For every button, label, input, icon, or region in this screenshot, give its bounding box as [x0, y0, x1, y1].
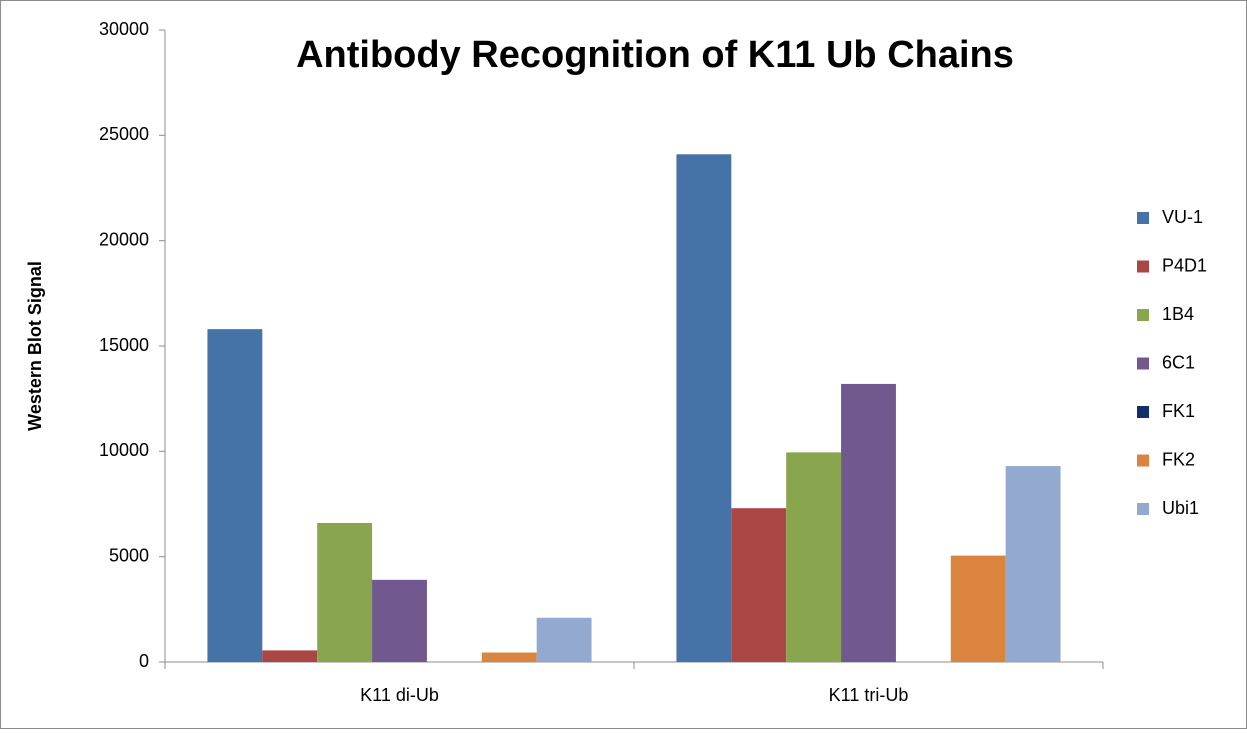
legend-label: P4D1: [1162, 255, 1207, 275]
bar: [1005, 466, 1061, 662]
legend-swatch: [1137, 260, 1149, 273]
bar: [536, 617, 592, 662]
legend-label: FK2: [1162, 449, 1195, 469]
x-tick-label: K11 di-Ub: [360, 685, 439, 705]
legend-label: VU-1: [1162, 207, 1203, 227]
y-tick-label: 15000: [99, 335, 149, 355]
legend-label: 6C1: [1162, 352, 1195, 372]
chart-title: Antibody Recognition of K11 Ub Chains: [296, 34, 1014, 76]
bar: [317, 522, 373, 662]
legend-label: 1B4: [1162, 304, 1194, 324]
y-tick-label: 0: [139, 651, 149, 671]
y-tick-label: 5000: [109, 545, 149, 565]
bar: [786, 452, 842, 662]
y-tick-label: 30000: [99, 19, 149, 39]
x-tick-label: K11 tri-Ub: [829, 685, 909, 705]
y-axis-title: Western Blot Signal: [25, 261, 45, 431]
bar: [950, 555, 1006, 662]
legend-swatch: [1137, 309, 1149, 321]
legend-swatch: [1137, 406, 1149, 418]
bar: [262, 650, 318, 662]
y-tick-label: 20000: [99, 229, 149, 249]
legend-label: Ubi1: [1162, 498, 1199, 518]
bar: [481, 652, 537, 662]
legend-swatch: [1137, 212, 1149, 224]
legend-swatch: [1137, 357, 1149, 370]
y-tick-label: 25000: [99, 124, 149, 144]
legend-swatch: [1137, 503, 1149, 515]
bar: [731, 508, 787, 662]
legend-swatch: [1137, 454, 1149, 467]
bar: [841, 383, 896, 662]
y-tick-label: 10000: [99, 440, 149, 460]
bar: [372, 579, 427, 662]
legend-label: FK1: [1162, 401, 1195, 421]
bar: [207, 329, 263, 662]
bar: [676, 154, 732, 662]
